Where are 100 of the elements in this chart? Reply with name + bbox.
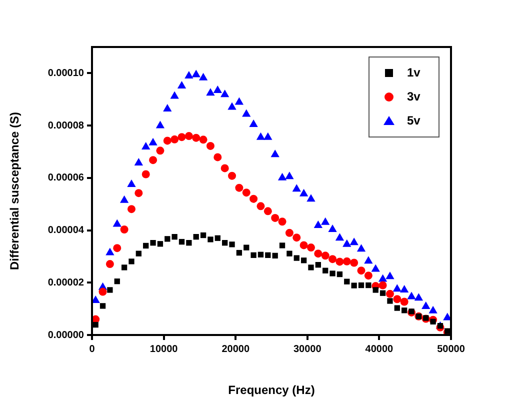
y-tick-label: 0.00006 xyxy=(48,172,84,184)
point xyxy=(206,142,214,150)
point xyxy=(278,218,286,226)
point xyxy=(378,274,388,282)
point xyxy=(136,250,142,256)
point xyxy=(400,284,409,292)
x-tick-label: 0 xyxy=(89,344,96,355)
point xyxy=(366,282,372,288)
point xyxy=(336,271,343,278)
point xyxy=(178,238,185,245)
point xyxy=(200,232,206,238)
point xyxy=(250,252,256,258)
point xyxy=(300,241,308,250)
point xyxy=(235,184,244,192)
point xyxy=(356,244,366,252)
point xyxy=(350,258,358,267)
legend-label: 5v xyxy=(407,113,421,128)
point xyxy=(128,258,134,264)
point xyxy=(256,132,266,140)
point xyxy=(143,242,149,249)
point xyxy=(214,153,222,162)
point xyxy=(234,97,244,105)
point xyxy=(335,233,344,241)
point xyxy=(272,252,278,258)
point xyxy=(372,287,378,293)
y-tick-label: 0.00000 xyxy=(48,330,84,341)
point xyxy=(112,219,122,227)
point xyxy=(344,278,350,284)
point xyxy=(328,255,337,264)
point xyxy=(342,257,351,266)
x-tick-label: 30000 xyxy=(293,344,322,355)
y-tick-label: 0.00004 xyxy=(48,225,84,236)
point xyxy=(192,70,200,78)
point xyxy=(199,136,208,144)
point xyxy=(242,109,251,117)
point xyxy=(242,188,250,197)
x-axis-title: Frequency (Hz) xyxy=(228,383,315,398)
point xyxy=(149,156,158,164)
point xyxy=(270,150,280,158)
point xyxy=(292,184,301,192)
point xyxy=(308,264,314,270)
y-tick-label: 0.00008 xyxy=(48,120,84,132)
y-tick-label: 0.00010 xyxy=(48,68,84,79)
point xyxy=(314,220,322,228)
point xyxy=(193,234,199,240)
point xyxy=(186,240,192,246)
point xyxy=(150,240,156,246)
point xyxy=(120,195,129,203)
point xyxy=(386,272,394,280)
y-tick-label: 0.00002 xyxy=(48,277,84,288)
point xyxy=(142,142,150,150)
point xyxy=(163,136,172,145)
point xyxy=(342,239,352,247)
point xyxy=(170,135,179,144)
x-tick-label: 40000 xyxy=(365,344,394,355)
legend-label: 3v xyxy=(407,89,421,104)
point xyxy=(386,290,394,298)
point xyxy=(106,248,114,256)
point xyxy=(400,298,408,306)
point xyxy=(98,288,107,296)
point xyxy=(172,234,178,240)
point xyxy=(127,179,136,187)
point xyxy=(258,252,264,258)
point xyxy=(198,72,208,80)
point xyxy=(364,272,372,280)
point xyxy=(170,91,179,99)
point xyxy=(321,252,330,260)
point xyxy=(371,264,380,272)
point xyxy=(264,207,272,216)
point xyxy=(428,306,438,314)
point xyxy=(336,258,344,266)
point xyxy=(114,278,120,284)
point xyxy=(321,217,330,225)
point xyxy=(250,194,258,203)
point xyxy=(286,250,292,256)
point xyxy=(127,205,136,214)
point xyxy=(244,244,250,250)
point xyxy=(213,85,222,93)
point xyxy=(134,189,143,198)
point xyxy=(220,164,229,172)
x-tick-label: 20000 xyxy=(222,344,250,355)
point xyxy=(120,225,128,234)
point xyxy=(220,90,230,98)
point xyxy=(315,262,321,268)
point xyxy=(228,102,236,110)
point xyxy=(430,318,436,324)
point xyxy=(322,268,328,274)
point xyxy=(271,214,280,222)
point xyxy=(328,224,337,232)
point xyxy=(394,305,400,311)
point xyxy=(177,81,186,89)
point xyxy=(192,134,200,142)
point xyxy=(148,138,158,146)
point xyxy=(113,244,122,252)
x-tick-label: 50000 xyxy=(437,344,466,355)
point xyxy=(163,104,172,112)
point xyxy=(380,290,386,296)
point xyxy=(100,303,106,309)
point xyxy=(178,133,186,142)
point xyxy=(184,132,193,140)
